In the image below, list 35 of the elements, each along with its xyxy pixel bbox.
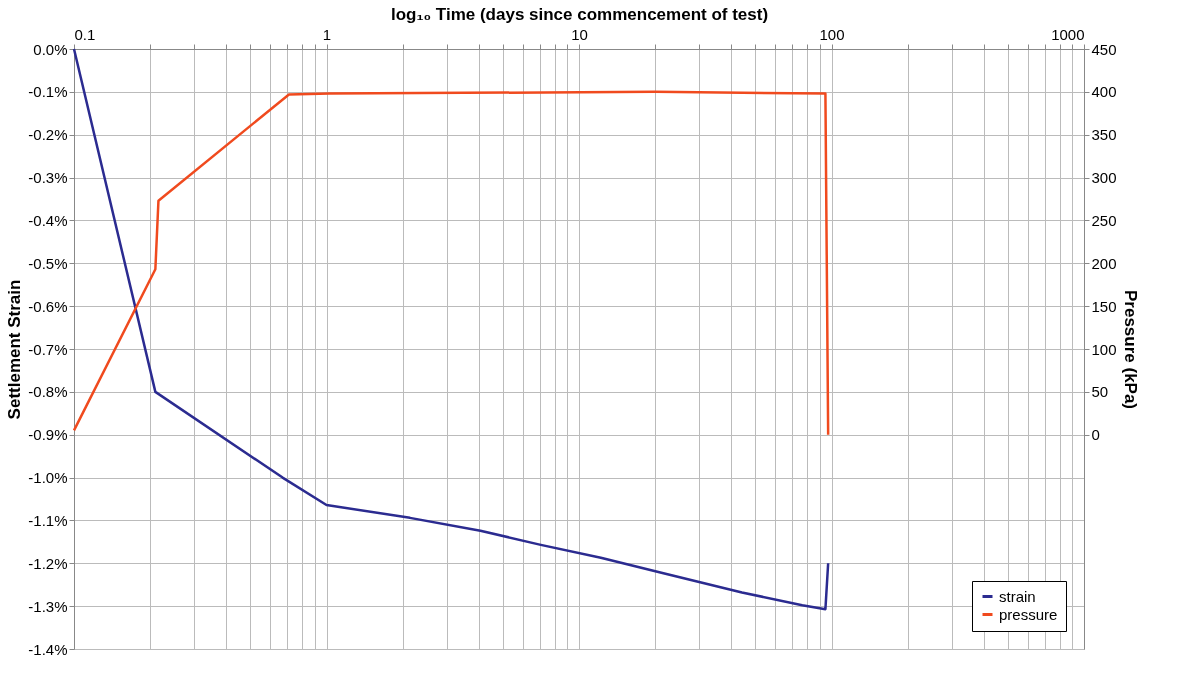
legend-label: pressure — [999, 605, 1058, 623]
y-tick-label: -0.1% — [28, 83, 68, 101]
x-axis-title: log₁₀ Time (days since commencement of test) — [390, 4, 769, 24]
y2-tick-label: 0 — [1091, 426, 1100, 444]
y-tick-label: -1.0% — [28, 469, 68, 487]
y-tick-label: -0.7% — [28, 340, 68, 358]
y-tick-label: -0.5% — [28, 254, 68, 272]
y-tick-label: -0.8% — [28, 383, 68, 401]
y-tick-label: -0.2% — [28, 126, 68, 144]
y-tick-label: -0.4% — [28, 211, 68, 229]
y-axis-title: Settlement Strain — [5, 279, 25, 420]
y-tick-label: -1.1% — [28, 511, 68, 529]
y2-tick-label: 400 — [1091, 83, 1117, 101]
y-tick-label: 0.0% — [33, 40, 68, 58]
y2-tick-label: 50 — [1091, 383, 1109, 401]
y-tick-label: -1.2% — [28, 554, 68, 572]
y-tick-label: -0.6% — [28, 297, 68, 315]
x-tick-label: 10 — [571, 25, 588, 43]
y2-tick-label: 300 — [1091, 169, 1117, 187]
x-tick-label: 1 — [322, 25, 332, 43]
x-tick-label: 0.1 — [74, 25, 96, 43]
y-tick-label: -1.4% — [28, 640, 68, 658]
y2-tick-label: 150 — [1091, 297, 1117, 315]
x-tick-label: 1000 — [1051, 25, 1085, 43]
y2-tick-label: 250 — [1091, 211, 1117, 229]
y-tick-label: -1.3% — [28, 597, 68, 615]
x-tick-label: 100 — [819, 25, 845, 43]
y2-tick-label: 450 — [1091, 40, 1117, 58]
y2-tick-label: 350 — [1091, 126, 1117, 144]
y2-axis-title: Pressure (kPa) — [1120, 289, 1140, 410]
y2-tick-label: 100 — [1091, 340, 1117, 358]
legend-label: strain — [999, 587, 1036, 605]
y-tick-label: -0.9% — [28, 426, 68, 444]
y-tick-label: -0.3% — [28, 169, 68, 187]
y2-tick-label: 200 — [1091, 254, 1117, 272]
